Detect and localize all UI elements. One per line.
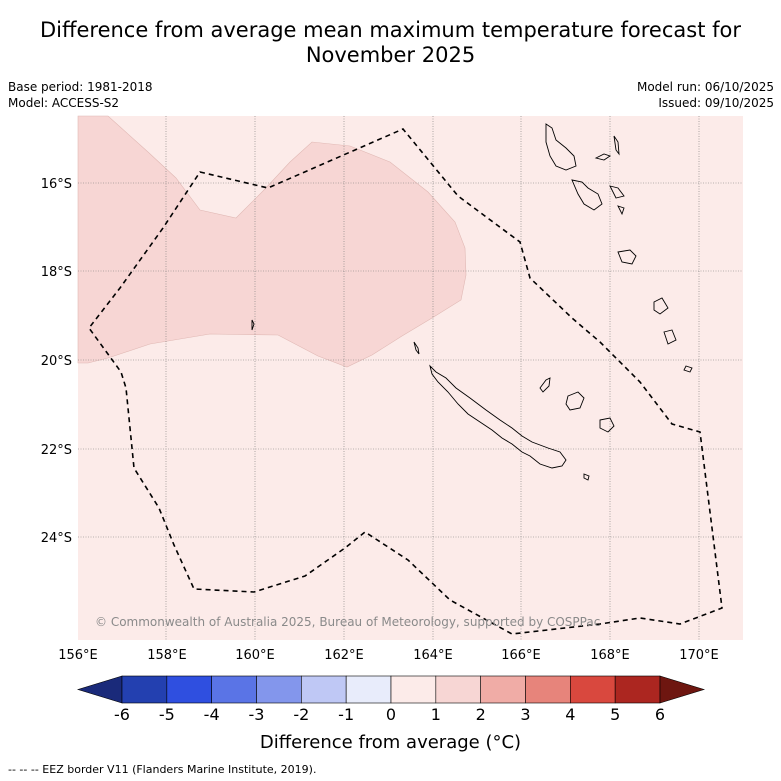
lat-label-24: 24°S [41, 531, 72, 546]
meta-left: Base period: 1981-2018 Model: ACCESS-S2 [8, 79, 153, 111]
colorbar-swatch [256, 675, 302, 704]
colorbar-swatch [166, 675, 212, 704]
vanuatu-tanna [663, 329, 677, 345]
lon-label-164: 164°E [413, 648, 453, 663]
vanuatu-maewo [613, 135, 620, 156]
model-run: Model run: 06/10/2025 [636, 80, 774, 94]
colorbar-extension-high [659, 675, 706, 704]
colorbar-tick-label: -5 [158, 705, 175, 724]
lat-labels: 16°S 18°S 20°S 22°S 24°S [41, 177, 72, 546]
colorbar-swatch [614, 675, 661, 704]
lon-label-158: 158°E [147, 648, 187, 663]
gridlines [78, 116, 743, 640]
lon-label-170: 170°E [679, 648, 719, 663]
lon-label-160: 160°E [235, 648, 275, 663]
meta-right: Model run: 06/10/2025 Issued: 09/10/2025 [637, 79, 774, 111]
colorbar-tick-label: 1 [430, 705, 441, 724]
footer-text: -- -- -- EEZ border V11 (Flanders Marine… [8, 763, 317, 776]
colorbar-tick-label: 6 [654, 705, 666, 724]
lat-label-18: 18°S [41, 265, 72, 280]
colorbar-tick-label: -2 [293, 705, 310, 724]
colorbar-swatch [301, 675, 347, 704]
colorbar-swatch [121, 675, 168, 704]
loyalty-lifou [565, 391, 585, 411]
colorbar-extension-low [76, 675, 123, 704]
new-caledonia-coast [429, 364, 567, 469]
vanuatu-ambae [594, 153, 612, 161]
colorbar-swatch [570, 675, 616, 704]
vanuatu-espiritu-santo [545, 123, 577, 171]
colorbar-swatch [525, 675, 571, 704]
belep-islands [413, 341, 420, 355]
eez-border [87, 128, 723, 635]
vanuatu-pentecost [609, 185, 625, 199]
lon-label-156: 156°E [58, 648, 98, 663]
colorbar-tick-label: 2 [475, 705, 486, 724]
colorbar-tick-label: 0 [385, 705, 397, 724]
colorbar-swatch [345, 675, 392, 704]
colorbar-tick-label: 3 [520, 705, 531, 724]
model-name: Model: ACCESS-S2 [8, 96, 120, 110]
map-title: Difference from average mean maximum tem… [0, 18, 781, 68]
colorbar-swatch [390, 675, 437, 704]
coastlines [251, 123, 693, 481]
lon-labels: 156°E 158°E 160°E 162°E 164°E 166°E 168°… [58, 648, 719, 663]
colorbar-tick-label: -3 [248, 705, 265, 724]
vanuatu-malekula [571, 179, 603, 211]
lon-label-168: 168°E [590, 648, 630, 663]
colorbar-swatch [480, 675, 526, 704]
lon-label-162: 162°E [324, 648, 364, 663]
title-line-2: November 2025 [305, 43, 476, 67]
colorbar-tick-label: -4 [203, 705, 220, 724]
base-period: Base period: 1981-2018 [8, 80, 153, 94]
title-line-1: Difference from average mean maximum tem… [40, 18, 741, 42]
colorbar [76, 675, 706, 704]
walpole-island [583, 473, 590, 481]
colorbar-swatch [211, 675, 257, 704]
colorbar-label: Difference from average (°C) [259, 732, 522, 753]
colorbar-tick-label: -1 [338, 705, 355, 724]
chesterfield-islet [251, 319, 255, 331]
issued-date: Issued: 09/10/2025 [658, 96, 774, 110]
vanuatu-erromango [653, 297, 669, 315]
vanuatu-aneityum [683, 365, 693, 373]
lon-label-166: 166°E [501, 648, 541, 663]
colorbar-swatch [435, 675, 481, 704]
colorbar-tick-label: 5 [610, 705, 621, 724]
loyalty-ouvea [539, 377, 551, 393]
lat-label-22: 22°S [41, 443, 72, 458]
colorbar-tick-label: -6 [114, 705, 130, 724]
colorbar-tick-label: 4 [565, 705, 576, 724]
lat-label-16: 16°S [41, 177, 72, 192]
vanuatu-efate [617, 249, 637, 265]
loyalty-mare [599, 417, 615, 433]
copyright-text: © Commonwealth of Australia 2025, Bureau… [95, 615, 600, 629]
anomaly-region-1-to-2 [77, 115, 467, 368]
lat-label-20: 20°S [41, 354, 72, 369]
vanuatu-epi [617, 205, 625, 216]
